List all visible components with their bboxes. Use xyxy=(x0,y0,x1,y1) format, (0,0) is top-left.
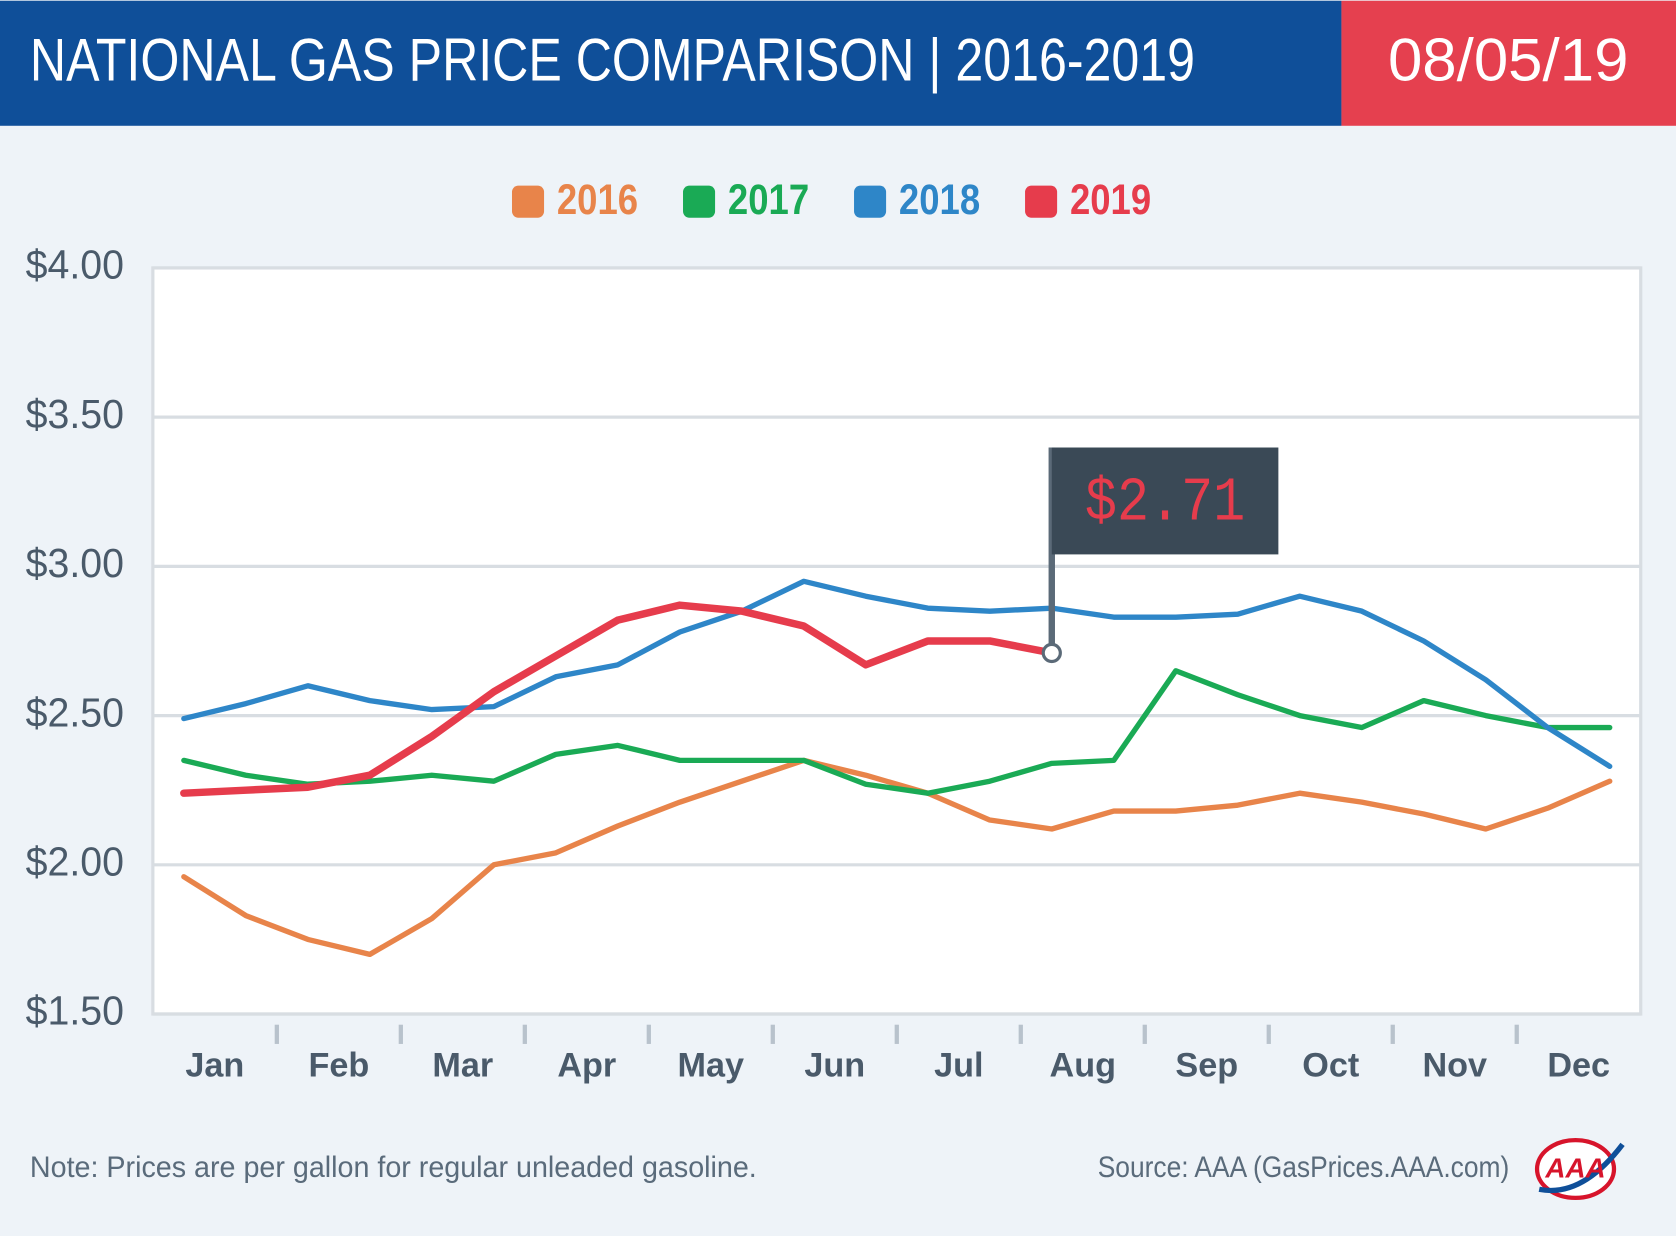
x-tick-label: May xyxy=(678,1046,745,1084)
title: NATIONAL GAS PRICE COMPARISON | 2016-201… xyxy=(30,27,1195,94)
note: Note: Prices are per gallon for regular … xyxy=(30,1151,757,1184)
grid: $1.50 $2.00 $2.50 $3.00 $3.50 $4.00 Jan Feb Mar A… xyxy=(26,242,1641,1084)
legend-label: 2017 xyxy=(728,176,809,224)
x-tick-label: Oct xyxy=(1302,1046,1359,1084)
series-line xyxy=(180,601,1056,797)
x-tick-label: Sep xyxy=(1175,1046,1238,1084)
x-tick-label: Jun xyxy=(804,1046,865,1084)
annotation: $2.71 xyxy=(1041,447,1279,664)
legend-label: 2019 xyxy=(1070,176,1151,224)
legend-label: 2016 xyxy=(557,176,638,224)
flag xyxy=(1051,447,1279,555)
x-tick-label: Apr xyxy=(557,1046,616,1084)
legend: 2016 2017 2018 2019 xyxy=(511,176,1151,224)
legend-swatch xyxy=(854,185,887,218)
x-tick-label: Jul xyxy=(934,1046,983,1084)
source: Source: AAA (GasPrices.AAA.com) xyxy=(1098,1151,1510,1184)
date: 08/05/19 xyxy=(1388,27,1628,94)
y-tick-label: $2.50 xyxy=(26,689,124,735)
annotation-point xyxy=(1041,642,1062,664)
date-bar xyxy=(1341,0,1676,126)
legend-swatch xyxy=(511,185,545,218)
x-tick-label: Aug xyxy=(1050,1046,1116,1084)
x-tick-label: Feb xyxy=(308,1046,369,1084)
plot-area xyxy=(151,266,1643,1016)
series-line xyxy=(181,578,1613,770)
x-tick-label: Jan xyxy=(185,1046,244,1084)
header-bar xyxy=(0,0,1342,126)
x-tick-label: Dec xyxy=(1547,1046,1610,1084)
lines xyxy=(180,578,1613,958)
logo-ring xyxy=(1534,1138,1617,1201)
series-line xyxy=(181,757,1613,958)
y-tick-label: $1.50 xyxy=(26,988,124,1034)
y-tick-label: $3.50 xyxy=(26,391,124,437)
legend-swatch xyxy=(683,185,716,218)
logo-swoosh xyxy=(1538,1142,1625,1194)
legend-swatch xyxy=(1025,185,1058,218)
x-tick-label: Mar xyxy=(432,1046,493,1084)
y-tick-label: $4.00 xyxy=(26,242,124,288)
x-tick-label: Nov xyxy=(1422,1046,1487,1084)
annotation-label: $2.71 xyxy=(1085,467,1245,538)
series-line xyxy=(181,668,1613,796)
logo: AAA xyxy=(1544,1152,1605,1183)
y-tick-label: $2.00 xyxy=(26,839,124,885)
legend-label: 2018 xyxy=(899,176,980,224)
y-tick-label: $3.00 xyxy=(26,540,124,586)
